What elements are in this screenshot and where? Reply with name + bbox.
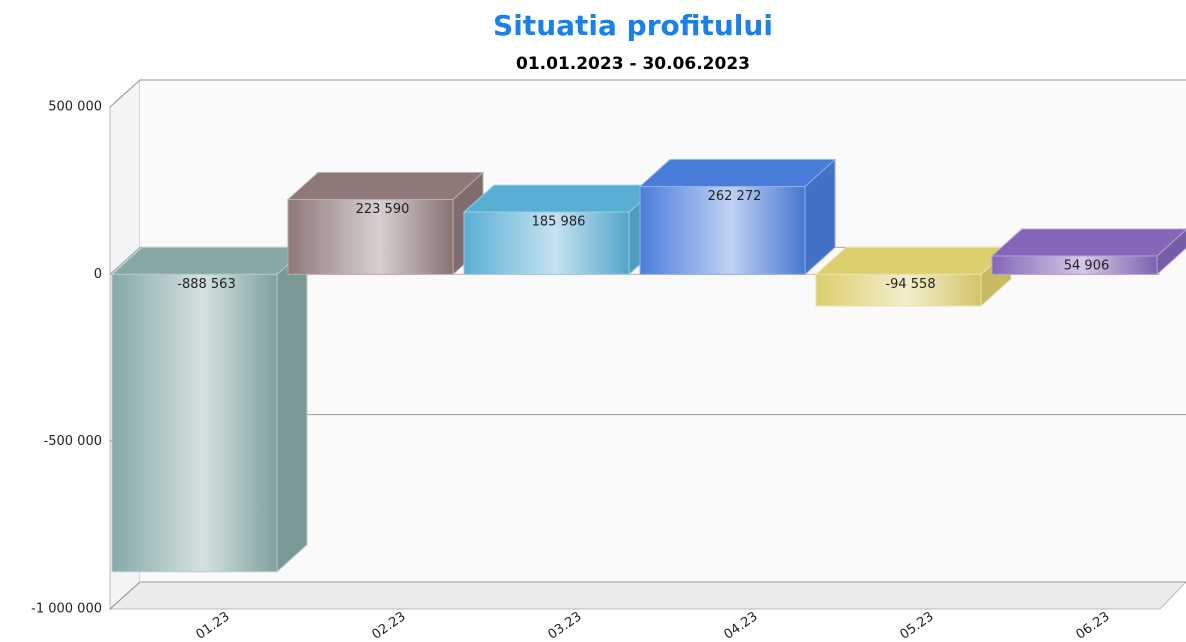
x-tick-label: 04.23 [721,609,760,642]
grid-line-side [109,246,141,275]
bar-top [286,172,485,201]
data-label: -94 558 [885,277,935,292]
bar [463,211,630,275]
x-tick-label: 06.23 [1073,609,1112,642]
bar-top [814,246,1013,275]
floor [108,581,1186,610]
bar [111,273,278,573]
data-label: 185 986 [532,215,586,230]
bar [287,199,454,275]
data-label: 54 906 [1064,258,1110,273]
bar-top [990,228,1186,257]
y-tick-label: -1 000 000 [31,602,102,617]
y-tick-label: -500 000 [44,434,102,449]
bar-side [276,246,308,573]
grid-line-side [109,581,141,610]
bar [639,186,806,275]
data-label: 262 272 [708,189,762,204]
y-tick-label: 0 [94,267,102,282]
y-tick-label: 500 000 [48,100,102,115]
bar-top [462,184,661,213]
x-tick-label: 03.23 [545,609,584,642]
bar-top [110,246,309,275]
bar [991,255,1158,275]
data-label: -888 563 [177,277,235,292]
x-tick-label: 02.23 [369,609,408,642]
x-tick-label: 01.23 [193,609,232,642]
x-tick-label: 05.23 [897,609,936,642]
chart-subtitle: 01.01.2023 - 30.06.2023 [516,54,750,74]
data-label: 223 590 [356,202,410,217]
bar [815,273,982,307]
bar-top [638,159,837,188]
grid-line-side [109,79,141,108]
chart-title: Situatia profitului [493,9,773,42]
